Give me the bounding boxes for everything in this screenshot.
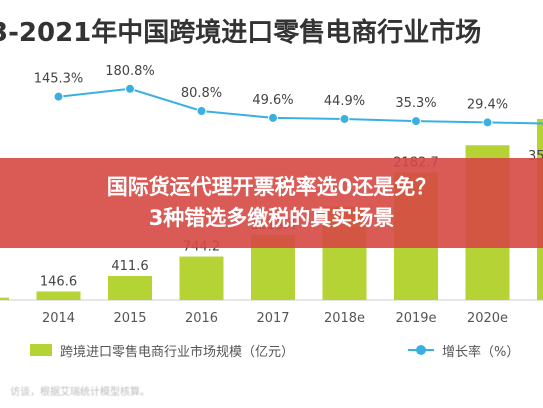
line-point — [53, 91, 64, 102]
line-point — [268, 112, 278, 123]
bar — [108, 275, 152, 300]
line-point — [196, 106, 207, 116]
x-tick-label: 2020e — [467, 311, 508, 326]
bar — [179, 256, 224, 300]
line-data-label: 180.8% — [105, 64, 155, 79]
legend-line-label: 增长率（%） — [442, 345, 520, 360]
line-data-label: 29.4% — [467, 97, 508, 112]
bar-data-label: 411.6 — [111, 259, 148, 274]
line-data-label: 80.8% — [181, 86, 222, 101]
bar — [0, 297, 9, 300]
line-data-label: 35.3% — [395, 96, 436, 111]
overlay-banner: 国际货运代理开票税率选0还是免？ 3种错选多缴税的真实场景 — [0, 158, 543, 248]
line-point — [339, 113, 350, 124]
x-tick-label: 2014 — [42, 311, 75, 326]
banner-line-2: 3种错选多缴税的真实场景 — [148, 206, 395, 230]
line-point — [125, 83, 135, 94]
x-tick-label: 2016 — [185, 311, 218, 326]
line-data-label: 44.9% — [324, 94, 365, 109]
line-data-label: 49.6% — [252, 93, 293, 108]
bar-data-label: 146.6 — [40, 274, 77, 289]
source-note: 访谈，根据艾瑞统计模型核算。 — [10, 387, 150, 398]
growth-line — [58, 87, 543, 125]
x-tick-label: 2018e — [324, 311, 365, 326]
legend-bar-label: 跨境进口零售电商行业市场规模（亿元） — [60, 345, 295, 360]
chart-title: 3-2021年中国跨境进口零售电商行业市场 — [0, 18, 482, 48]
x-tick-label: 2019e — [395, 311, 436, 326]
line-point — [411, 116, 421, 127]
bar — [36, 291, 81, 300]
banner-line-1: 国际货运代理开票税率选0还是免？ — [106, 175, 437, 199]
chart-legend: 跨境进口零售电商行业市场规模（亿元） 增长率（%） — [30, 340, 540, 362]
x-tick-label: 2015 — [113, 311, 146, 326]
legend-line-dot — [416, 345, 426, 355]
line-point — [482, 117, 493, 128]
legend-bar-swatch — [30, 344, 52, 356]
line-data-label: 145.3% — [34, 72, 84, 87]
x-tick-label: 2017 — [256, 311, 289, 326]
